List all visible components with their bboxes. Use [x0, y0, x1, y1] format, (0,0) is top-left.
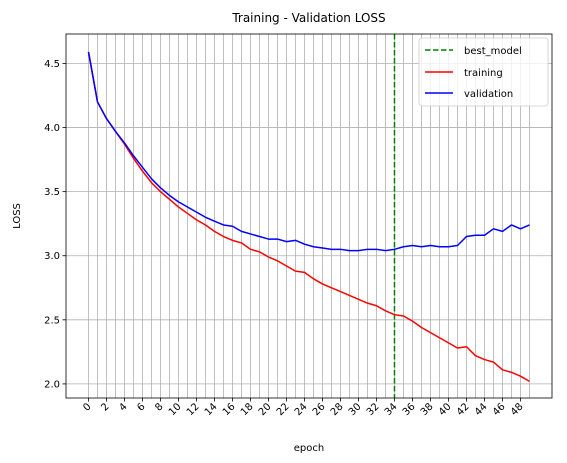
y-tick-label: 4.0 — [44, 123, 60, 134]
y-axis-label: LOSS — [12, 203, 23, 229]
chart-title: Training - Validation LOSS — [231, 11, 385, 25]
legend-box — [418, 37, 549, 107]
y-tick-label: 3.5 — [44, 187, 60, 198]
legend-label-training: training — [464, 68, 503, 79]
series-layer — [87, 34, 530, 398]
gridlines — [66, 34, 552, 398]
plot-frame — [65, 33, 553, 399]
y-tick-label: 4.5 — [44, 59, 60, 70]
legend-label-best-model: best_model — [464, 46, 522, 57]
y-tick-label: 2.5 — [44, 315, 60, 326]
x-axis-label: epoch — [294, 443, 324, 454]
legend-label-validation: validation — [464, 89, 513, 100]
y-tick-label: 2.0 — [44, 379, 60, 390]
y-axis: 2.0 2.5 3.0 3.5 4.0 4.5 — [44, 59, 66, 390]
training-line — [87, 51, 530, 382]
legend: best_model training validation — [418, 37, 549, 107]
y-tick-label: 3.0 — [44, 251, 60, 262]
validation-line — [87, 51, 530, 252]
